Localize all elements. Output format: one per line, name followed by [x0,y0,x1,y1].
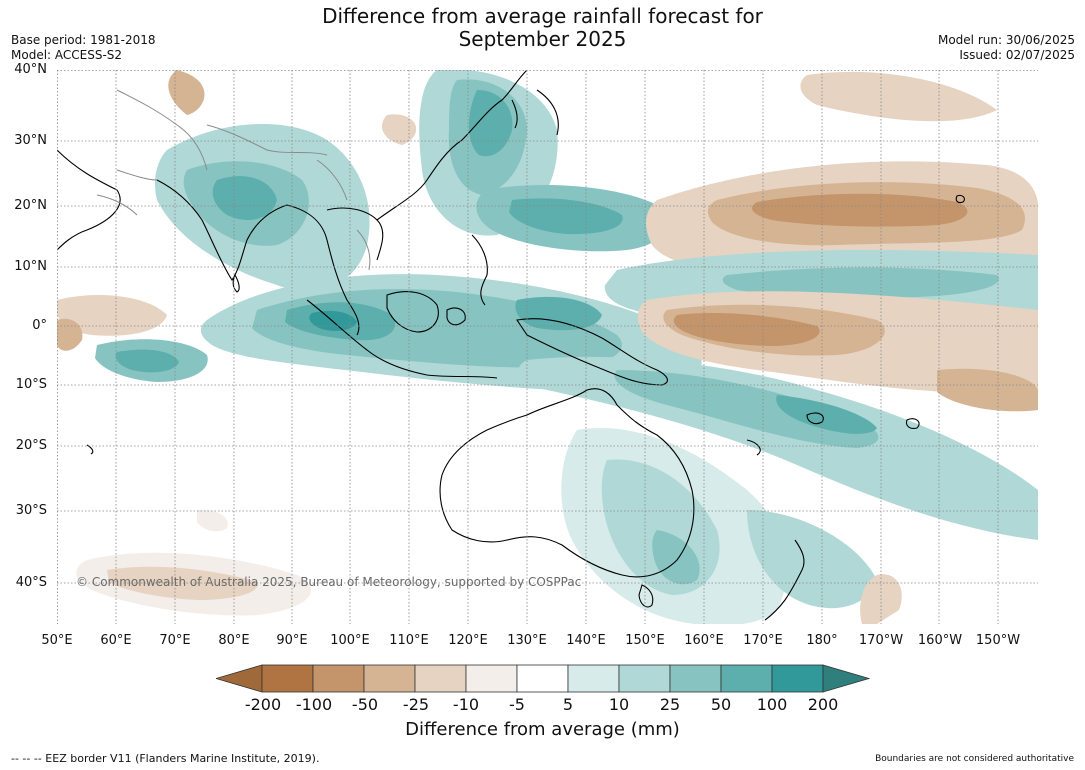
colorbar-tick: -5 [509,695,525,714]
map-wet-region [509,198,623,235]
lat-label: 10°N [14,259,47,274]
map-wet-region [747,510,877,609]
lat-label: 40°N [14,62,47,77]
map-dry-band [673,313,820,346]
lon-label: 170°E [743,633,783,648]
colorbar-segment [261,664,314,693]
rainfall-map [57,70,1038,624]
lon-label: 80°E [218,633,250,648]
country-borders [96,89,371,271]
map-wet-band [614,370,879,448]
lat-label: 40°S [15,575,47,590]
colorbar-segment [567,664,620,693]
model-text: Model: ACCESS-S2 [11,48,123,62]
colorbar-tick: -25 [402,695,430,714]
coastlines [57,70,965,621]
lon-label: 70°E [159,633,191,648]
map-dry-band [937,368,1038,412]
colorbar-segment [618,664,671,693]
lon-label: 130°E [507,633,547,648]
base-period-text: Base period: 1981-2018 [11,33,156,47]
lon-label: 50°E [41,633,73,648]
lon-label: 60°E [100,633,132,648]
colorbar-tick: 5 [562,695,574,714]
lon-label: 160°W [917,633,963,648]
colorbar-tick: 50 [710,695,732,714]
lat-label: 0° [32,318,47,333]
lon-label: 140°E [566,633,606,648]
colorbar [214,664,871,694]
colorbar-segment [771,664,824,693]
colorbar-label: Difference from average (mm) [405,719,680,740]
map-dry-band [752,193,968,227]
map-wet-region [515,296,602,331]
map-wet-region [115,349,179,373]
lon-label: 100°E [330,633,370,648]
graticule [57,70,1038,624]
lat-label: 30°S [15,503,47,518]
copyright-text: © Commonwealth of Australia 2025, Bureau… [76,575,582,589]
lon-label: 110°E [389,633,429,648]
lon-label: 150°E [625,633,665,648]
map-dry-patch [57,318,83,351]
meta-right: Model run: 30/06/2025 Issued: 02/07/2025 [938,33,1075,63]
map-svg [57,70,1038,624]
colorbar-tick: -50 [351,695,379,714]
colorbar-segment [720,664,773,693]
colorbar-segment [363,664,416,693]
lat-label: 20°N [14,198,47,213]
lat-label: 10°S [15,377,47,392]
colorbar-tick: -200 [244,695,282,714]
colorbar-segment [312,664,365,693]
colorbar-tick: -10 [452,695,480,714]
boundary-note: Boundaries are not considered authoritat… [875,754,1074,764]
map-wet-band [722,267,999,298]
lon-label: 180° [806,633,838,648]
colorbar-tick: 10 [608,695,630,714]
colorbar-tick: 25 [659,695,681,714]
chart-title: Difference from average rainfall forecas… [0,5,1085,51]
lon-label: 150°W [975,633,1021,648]
colorbar-svg [214,664,871,693]
map-dry-patch [382,114,417,145]
map-dry-patch [107,566,258,600]
model-run-text: Model run: 30/06/2025 [937,33,1075,47]
colorbar-segment [669,664,722,693]
map-wet-band [518,356,1038,540]
map-dry-patch [57,295,167,336]
eez-note: -- -- -- EEZ border V11 (Flanders Marine… [11,752,320,765]
map-dry-patch [197,509,228,532]
map-wet-region [212,176,277,220]
map-wet-region [652,530,700,585]
map-dry-patch [168,70,205,115]
map-wet-region [468,90,513,157]
map-dry-patch [800,71,997,122]
map-wet-band [776,395,877,434]
issued-text: Issued: 02/07/2025 [959,48,1075,62]
colorbar-tick: 200 [807,695,839,714]
colorbar-tick: -100 [295,695,333,714]
lat-label: 20°S [15,438,47,453]
colorbar-segment [414,664,467,693]
colorbar-segment [465,664,518,693]
lon-label: 160°E [684,633,724,648]
lon-label: 90°E [276,633,308,648]
title-line-1: Difference from average rainfall forecas… [322,4,763,28]
colorbar-extend-low [214,664,263,693]
colorbar-extend-high [822,664,871,693]
colorbar-segment [516,664,569,693]
colorbar-tick: 100 [756,695,788,714]
title-line-2: September 2025 [458,27,627,51]
lat-label: 30°N [14,133,47,148]
lon-label: 120°E [448,633,488,648]
lon-label: 170°W [858,633,904,648]
meta-left: Base period: 1981-2018 Model: ACCESS-S2 [11,33,156,63]
